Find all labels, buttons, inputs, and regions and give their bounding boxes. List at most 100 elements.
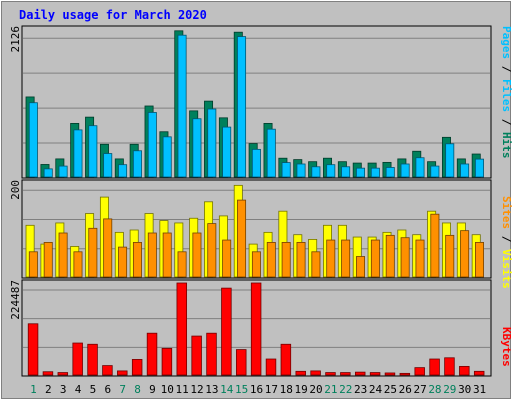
kbytes-bar [27, 323, 39, 376]
x-tick-label: 12 [190, 383, 203, 396]
kbytes-bar [459, 365, 470, 376]
kbytes-bar [57, 372, 69, 376]
x-tick-label: 13 [205, 383, 218, 396]
files-bar [222, 126, 232, 178]
x-tick-label: 1 [30, 383, 37, 396]
kbytes-bar [161, 347, 173, 376]
x-tick-label: 26 [399, 383, 412, 396]
kbytes-bar [191, 335, 202, 376]
x-tick-label: 25 [384, 383, 397, 396]
sites-bar [28, 251, 38, 278]
x-tick-label: 31 [473, 383, 486, 396]
sites-bar [73, 251, 83, 278]
sites-bar [147, 232, 157, 278]
sites-bar [207, 223, 217, 278]
sites-bar [445, 234, 455, 278]
kbytes-bar [384, 372, 396, 376]
files-bar [103, 153, 113, 178]
visits-legend: Sites / Visits [500, 196, 512, 289]
sites-bar [311, 251, 321, 278]
x-tick-label: 18 [280, 383, 293, 396]
x-tick-label: 6 [104, 383, 111, 396]
kbytes-bar [131, 359, 143, 376]
kbytes-bar [206, 332, 217, 376]
x-tick-label: 30 [458, 383, 471, 396]
legend-files: Files [500, 79, 512, 112]
x-tick-label: 14 [220, 383, 234, 396]
sites-bar [88, 227, 98, 278]
files-bar [296, 163, 306, 178]
x-tick-label: 16 [250, 383, 263, 396]
legend-kbytes: KBytes [500, 327, 512, 367]
files-bar [28, 102, 38, 178]
hits-legend: Pages / Files / Hits [500, 26, 512, 159]
sites-bar [326, 239, 336, 278]
kbytes-bar [369, 372, 381, 376]
files-bar [326, 164, 336, 178]
x-tick-label: 7 [119, 383, 126, 396]
x-axis-day-labels: 1 2 3 4 5 6 7 8 9 10 11 12 13 14 15 16 17 18 19 20 21 22 23 24 2… [30, 383, 486, 396]
x-tick-label: 2 [45, 383, 52, 396]
x-tick-label: 11 [176, 383, 189, 396]
files-bar [311, 166, 321, 178]
sites-bar [430, 213, 440, 278]
files-bar [132, 150, 142, 178]
kbytes-bar [250, 282, 262, 376]
sites-bar [370, 239, 380, 278]
files-bar [341, 166, 351, 178]
x-tick-label: 20 [309, 383, 322, 396]
files-bar [281, 162, 291, 178]
sites-bar [356, 256, 366, 278]
files-bar [266, 128, 276, 178]
x-tick-label: 19 [294, 383, 307, 396]
kbytes-ymax-label: 224487 [9, 280, 22, 320]
x-tick-label: 5 [90, 383, 97, 396]
files-bar [73, 129, 83, 178]
sites-bar [237, 199, 247, 278]
kbytes-bar [221, 287, 232, 376]
legend-hits: Hits [500, 132, 512, 159]
sites-bar [43, 241, 53, 278]
x-tick-label: 28 [428, 383, 441, 396]
kbytes-bar [473, 370, 485, 376]
kbytes-legend: KBytes [500, 327, 512, 367]
legend-visits: Visits [500, 249, 512, 289]
kbytes-bar [236, 349, 247, 376]
sites-bar [132, 241, 142, 278]
files-bar [88, 125, 98, 178]
files-bar [177, 34, 187, 178]
sites-bar [222, 239, 232, 278]
x-tick-label: 21 [324, 383, 337, 396]
sites-bar [192, 232, 202, 278]
files-bar [415, 157, 425, 178]
sites-bar [58, 232, 68, 278]
sites-bar [118, 246, 128, 278]
x-tick-label: 24 [369, 383, 383, 396]
files-bar [251, 148, 261, 178]
sites-bar [400, 237, 410, 278]
files-bar [237, 36, 247, 178]
x-tick-label: 23 [354, 383, 367, 396]
visits-bars [25, 184, 484, 278]
files-bar [162, 136, 172, 178]
files-bar [385, 167, 395, 178]
sites-bar [385, 234, 395, 278]
hits-gridlines [23, 37, 490, 144]
sites-bar [281, 241, 291, 278]
kbytes-bar [399, 372, 411, 376]
legend-sep-1: / [500, 59, 512, 79]
svg-text:Sites / Visits: Sites / Visits [500, 196, 512, 289]
kbytes-bar [146, 332, 158, 376]
x-tick-label: 4 [75, 383, 82, 396]
files-bar [147, 112, 157, 178]
kbytes-bar [414, 367, 425, 376]
x-tick-label: 15 [235, 383, 248, 396]
legend-sep-3: / [500, 229, 512, 249]
hits-bars [25, 30, 484, 178]
sites-bar [475, 241, 484, 278]
x-tick-label: 8 [134, 383, 141, 396]
kbytes-bar [102, 365, 113, 376]
x-tick-label: 29 [443, 383, 456, 396]
